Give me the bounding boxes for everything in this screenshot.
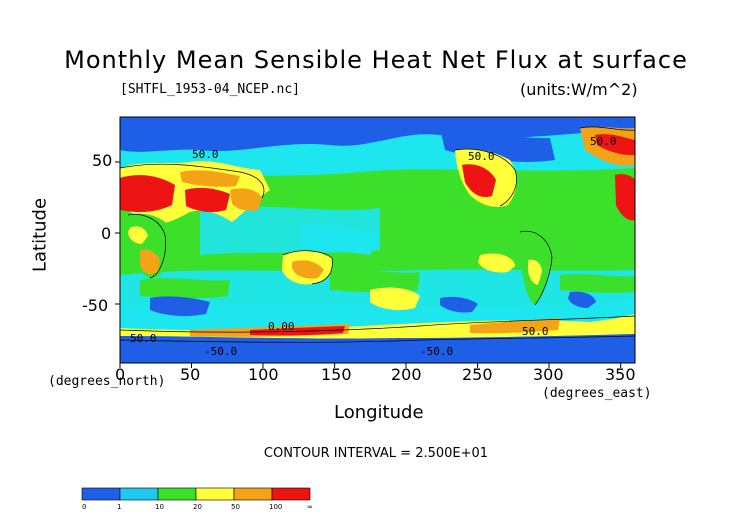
contour-interval: CONTOUR INTERVAL = 2.500E+01	[263, 446, 489, 461]
legend-swatch	[233, 487, 273, 501]
legend-tick-label: ∞	[307, 503, 313, 511]
file-label: [SHTFL_1953-04_NCEP.nc]	[120, 82, 301, 97]
x-tick-label: 250	[462, 365, 493, 384]
heat-flux-field	[120, 117, 635, 363]
axis-ticks	[115, 161, 622, 368]
y-tick-label: 50	[92, 151, 113, 170]
contour-label-group: 50.0 50.0 50.0 0.00 50.0 -50.0 50.0 -50.…	[130, 135, 617, 358]
y-axis-units: (degrees_north)	[48, 374, 166, 389]
x-tick-label: 150	[321, 365, 352, 384]
x-axis-label: Longitude	[334, 402, 424, 423]
contour-label: 50.0	[590, 135, 617, 148]
units-label: (units:W/m^2)	[520, 80, 638, 99]
x-tick-label: 100	[248, 365, 279, 384]
legend-tick-label: 10	[155, 503, 164, 511]
legend-swatch	[81, 487, 121, 501]
contour-label: 0.00	[268, 320, 295, 333]
contour-label: 50.0	[468, 150, 495, 163]
contour-label: 50.0	[192, 148, 219, 161]
legend-tick-label: 0	[82, 503, 86, 511]
legend-tick-label: 100	[269, 503, 282, 511]
contour-lines	[120, 126, 635, 343]
legend-swatch	[271, 487, 311, 501]
arctic-region	[120, 117, 635, 152]
legend-swatch	[119, 487, 159, 501]
x-tick-label: 300	[533, 365, 564, 384]
legend-swatch	[195, 487, 235, 501]
contour-label: -50.0	[420, 345, 453, 358]
x-tick-label: 50	[180, 365, 201, 384]
x-tick-label: 0	[115, 365, 126, 384]
x-tick-label: 350	[605, 365, 636, 384]
map-title: Monthly Mean Sensible Heat Net Flux at s…	[64, 46, 688, 74]
plot-frame	[119, 116, 636, 364]
legend-tick-label: 1	[117, 503, 121, 511]
contour-label: 50.0	[130, 332, 157, 345]
legend-tick-label: 20	[193, 503, 202, 511]
y-tick-label: 0	[101, 224, 112, 243]
legend-tick-label: 50	[231, 503, 240, 511]
antarctica	[120, 334, 635, 363]
x-axis-units: (degrees_east)	[542, 386, 652, 401]
legend-swatch	[157, 487, 197, 501]
contour-label: 50.0	[522, 325, 549, 338]
contour-label: -50.0	[204, 345, 237, 358]
color-legend: 0 1 10 20 50 100 ∞	[81, 487, 313, 511]
y-tick-label: -50	[82, 296, 109, 315]
x-tick-label: 200	[391, 365, 422, 384]
